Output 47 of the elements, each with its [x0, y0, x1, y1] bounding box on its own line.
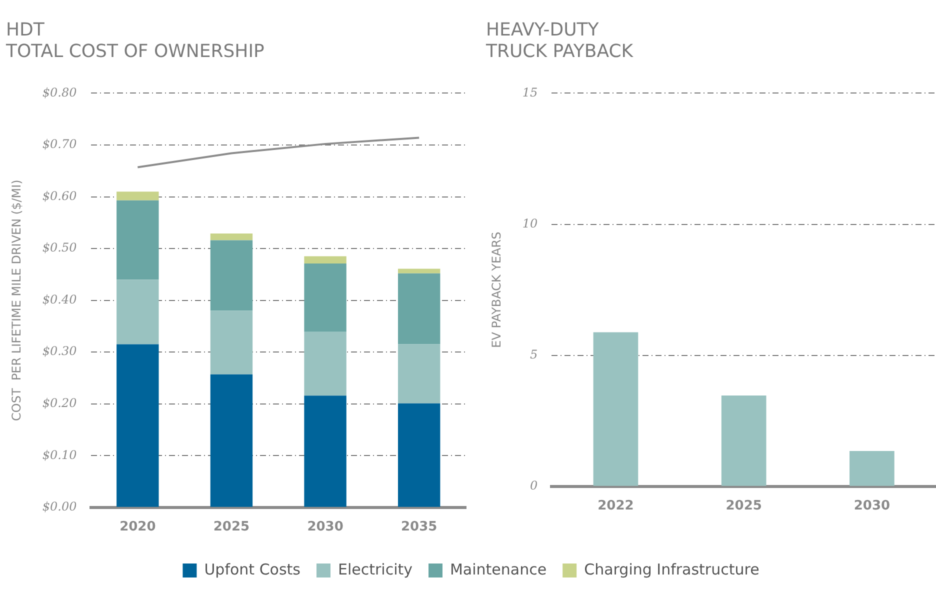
y-tick-label: $0.30	[42, 344, 78, 358]
bar	[116, 280, 159, 344]
chart-title: HDT TOTAL COST OF OWNERSHIP	[5, 19, 265, 62]
bar	[304, 264, 346, 332]
bar	[398, 344, 440, 404]
bar	[210, 234, 253, 240]
bar	[210, 240, 253, 311]
x-tick-label: 2025	[213, 520, 250, 535]
bar	[116, 192, 159, 200]
bar	[398, 268, 440, 274]
y-tick-label: $0.40	[42, 292, 78, 306]
bar	[304, 396, 346, 507]
bar	[116, 200, 159, 280]
y-tick-label: $0.70	[42, 137, 78, 152]
x-tick-label: 2035	[401, 520, 438, 535]
bar	[116, 344, 159, 507]
y-axis-title: COST PER LIFETIME MILE DRIVEN ($/MI)	[9, 180, 24, 421]
y-tick-label: 0	[530, 478, 538, 493]
y-tick-label: $0.10	[42, 448, 78, 462]
bar	[304, 332, 346, 396]
bar	[398, 403, 440, 507]
chart-title: HEAVY-DUTY TRUCK PAYBACK	[485, 19, 634, 62]
bar	[210, 374, 253, 507]
bar	[721, 395, 766, 486]
x-tick-label: 2022	[598, 498, 634, 514]
y-tick-label: $0.50	[42, 240, 78, 255]
y-tick-label: $0.60	[42, 188, 78, 203]
y-tick-label: 15	[522, 85, 538, 100]
bar	[398, 273, 440, 344]
y-tick-label: $0.80	[42, 85, 78, 100]
x-tick-label: 2030	[854, 498, 890, 514]
bar	[210, 310, 253, 374]
bar	[850, 451, 894, 486]
legend-label: Electricity	[338, 560, 413, 578]
bar	[593, 332, 638, 486]
legend-label: Maintenance	[450, 560, 547, 578]
x-tick-label: 2020	[120, 520, 156, 535]
x-tick-label: 2030	[307, 520, 344, 535]
y-tick-label: 5	[530, 347, 538, 362]
legend-label: Upfont Costs	[204, 560, 301, 578]
y-axis-title: EV PAYBACK YEARS	[489, 232, 504, 348]
y-tick-label: $0.00	[42, 500, 78, 514]
bar	[304, 256, 346, 264]
legend-label: Charging Infrastructure	[584, 560, 760, 578]
y-tick-label: $0.20	[42, 396, 78, 410]
y-tick-label: 10	[522, 216, 538, 230]
x-tick-label: 2025	[726, 498, 762, 514]
